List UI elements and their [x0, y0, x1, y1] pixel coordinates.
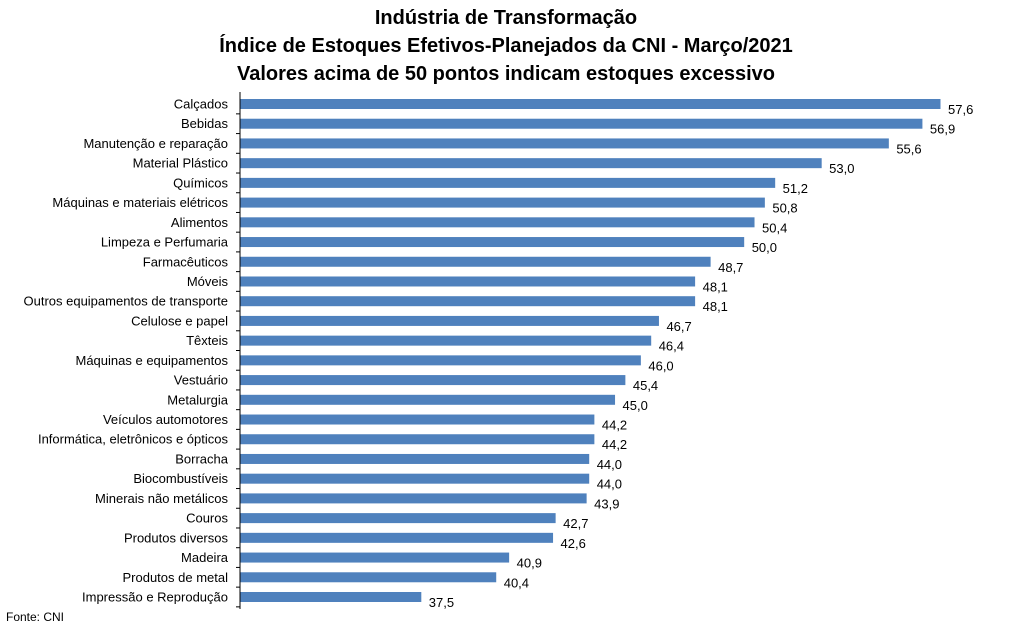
category-label: Biocombustíveis [133, 471, 228, 486]
value-label: 53,0 [829, 161, 854, 176]
category-label: Têxteis [186, 333, 228, 348]
value-label: 48,7 [718, 260, 743, 275]
bar [240, 315, 659, 326]
bar [240, 118, 923, 129]
category-label: Bebidas [181, 116, 228, 131]
category-label: Manutenção e reparação [83, 136, 228, 151]
category-label: Químicos [173, 175, 228, 190]
value-label: 37,5 [429, 595, 454, 610]
value-label: 45,0 [623, 398, 648, 413]
value-label: 40,9 [517, 556, 542, 571]
category-label: Couros [186, 511, 228, 526]
category-label: Móveis [187, 274, 229, 289]
category-label: Limpeza e Perfumaria [101, 235, 229, 250]
bar [240, 177, 776, 188]
chart-title-line-2: Índice de Estoques Efetivos-Planejados d… [219, 35, 793, 57]
bar [240, 158, 822, 169]
bar [240, 375, 626, 386]
bar [240, 434, 595, 445]
bar [240, 473, 590, 484]
category-label: Impressão e Reprodução [82, 590, 228, 605]
category-label: Máquinas e equipamentos [76, 353, 229, 368]
value-label: 48,1 [703, 299, 728, 314]
category-label: Madeira [181, 550, 229, 565]
source-note: Fonte: CNI [6, 610, 65, 624]
bar [240, 592, 422, 602]
bar [240, 237, 745, 248]
chart-title-line-1: Indústria de Transformação [374, 7, 638, 29]
category-label: Farmacêuticos [143, 254, 229, 269]
value-label: 46,4 [659, 339, 684, 354]
bar [240, 355, 641, 366]
value-label: 42,7 [563, 516, 588, 531]
value-label: 55,6 [896, 141, 921, 156]
value-label: 50,0 [752, 240, 777, 255]
category-label: Produtos de metal [122, 570, 228, 585]
category-label: Veículos automotores [103, 412, 229, 427]
value-label: 43,9 [594, 496, 619, 511]
value-label: 48,1 [703, 279, 728, 294]
bar [240, 453, 590, 464]
bar [240, 335, 652, 346]
bar [240, 493, 587, 504]
category-label: Celulose e papel [131, 313, 228, 328]
bar [240, 572, 497, 583]
value-label: 57,6 [948, 102, 973, 117]
bar [240, 138, 889, 149]
value-label: 50,4 [762, 220, 787, 235]
category-label: Metalurgia [167, 392, 228, 407]
value-label: 44,2 [602, 437, 627, 452]
category-label: Informática, eletrônicos e ópticos [38, 432, 229, 447]
bar [240, 99, 941, 109]
category-label: Máquinas e materiais elétricos [52, 195, 228, 210]
value-label: 46,7 [666, 319, 691, 334]
value-label: 45,4 [633, 378, 658, 393]
value-label: 40,4 [504, 575, 529, 590]
value-label: 56,9 [930, 122, 955, 137]
category-label: Minerais não metálicos [95, 491, 228, 506]
value-label: 51,2 [783, 181, 808, 196]
value-label: 44,0 [597, 457, 622, 472]
bar [240, 552, 510, 563]
category-label: Borracha [175, 451, 229, 466]
category-label: Alimentos [171, 215, 229, 230]
bar [240, 197, 765, 208]
bar [240, 394, 616, 405]
category-label: Produtos diversos [124, 530, 229, 545]
value-label: 44,2 [602, 418, 627, 433]
chart-title-line-3: Valores acima de 50 pontos indicam estoq… [236, 63, 776, 85]
bar [240, 296, 696, 307]
chart-title: Indústria de Transformação Índice de Est… [0, 4, 1012, 88]
value-label: 50,8 [772, 201, 797, 216]
value-label: 46,0 [648, 358, 673, 373]
category-label: Calçados [174, 97, 229, 112]
category-label: Outros equipamentos de transporte [23, 294, 228, 309]
bar [240, 532, 554, 543]
value-label: 42,6 [561, 536, 586, 551]
category-label: Material Plástico [133, 156, 228, 171]
bar [240, 276, 696, 287]
bar [240, 217, 755, 228]
bar [240, 414, 595, 425]
value-label: 44,0 [597, 477, 622, 492]
bar [240, 256, 711, 267]
category-label: Vestuário [174, 373, 228, 388]
bar [240, 513, 556, 524]
